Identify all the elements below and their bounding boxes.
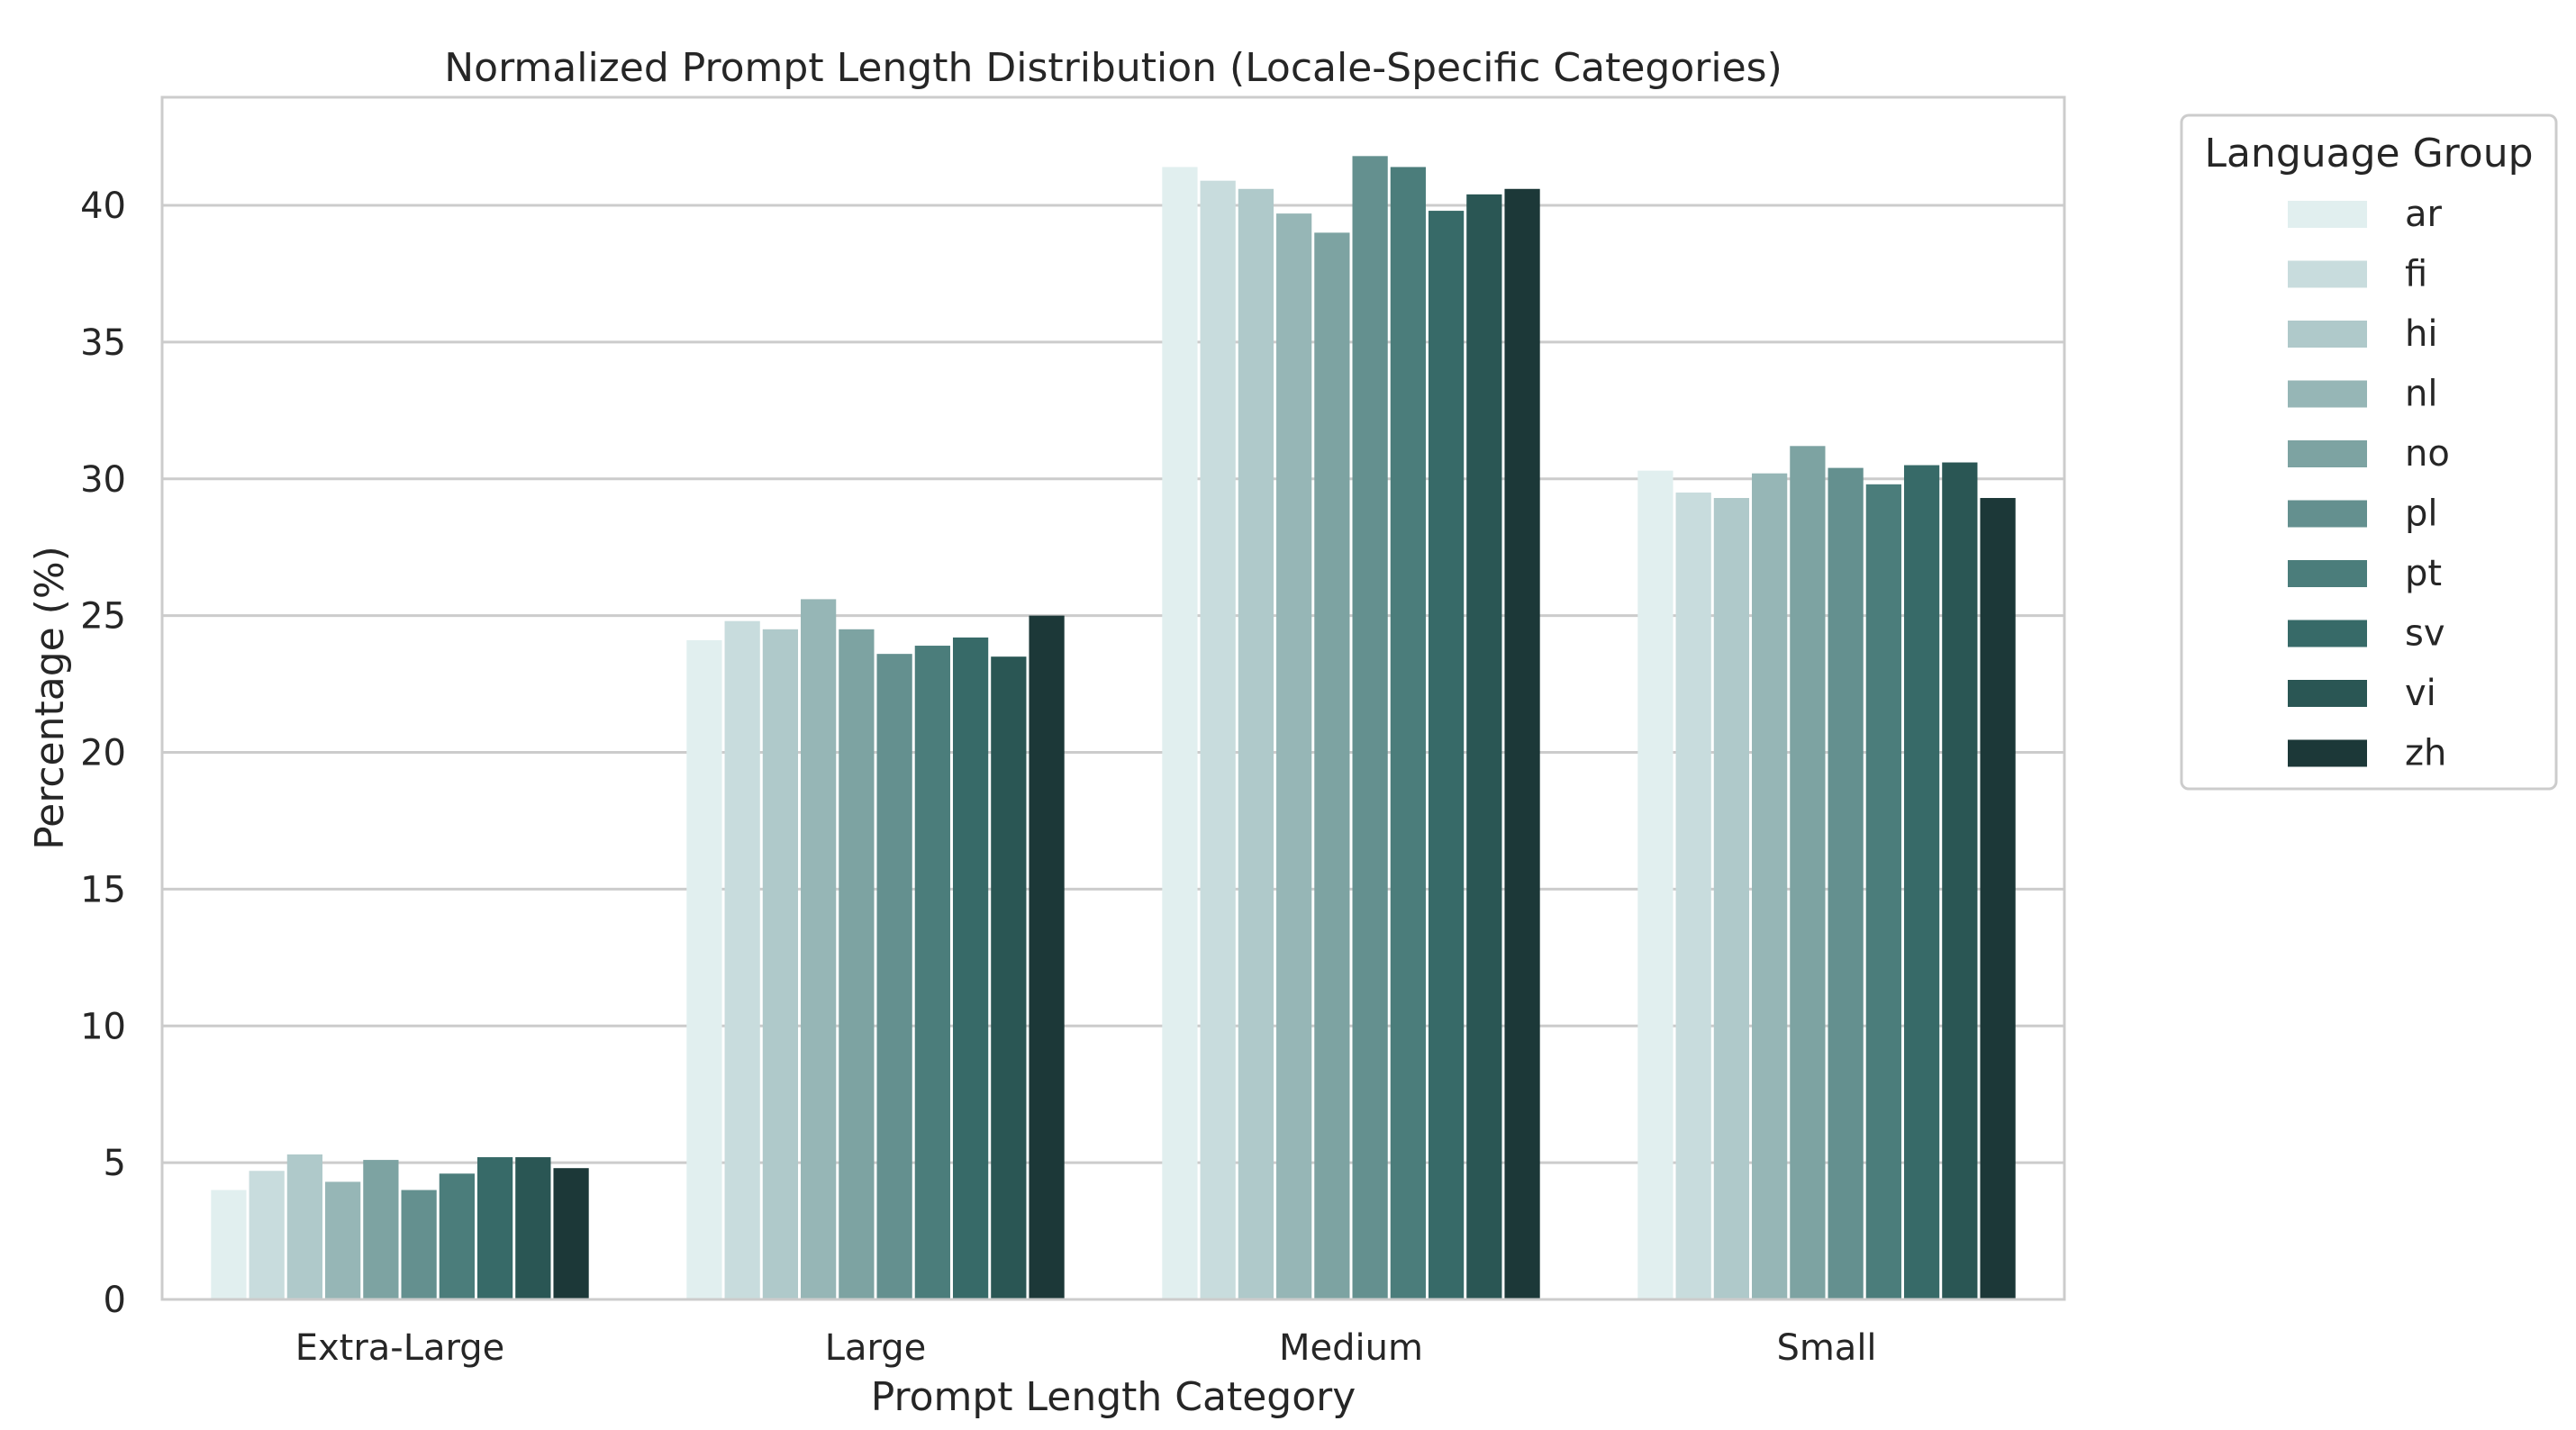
legend-swatch-nl <box>2288 380 2367 408</box>
bar-pt-extra-large <box>439 1173 475 1299</box>
bar-vi-small <box>1942 462 1978 1299</box>
chart-title: Normalized Prompt Length Distribution (L… <box>444 45 1782 91</box>
bar-vi-extra-large <box>515 1157 551 1299</box>
legend-swatch-vi <box>2288 680 2367 707</box>
bar-fi-medium <box>1200 180 1236 1300</box>
legend-swatch-pl <box>2288 500 2367 528</box>
bar-sv-medium <box>1428 211 1465 1300</box>
bar-zh-extra-large <box>553 1168 589 1299</box>
x-tick-label: Extra-Large <box>295 1327 505 1369</box>
legend-label-hi: hi <box>2405 313 2437 355</box>
legend-label-pl: pl <box>2405 493 2438 535</box>
bar-hi-small <box>1713 498 1750 1299</box>
legend-label-ar: ar <box>2405 194 2443 235</box>
legend: Language Group ar fi hi nl no pl pt sv vi zh <box>2180 113 2558 791</box>
bar-pl-medium <box>1352 156 1388 1300</box>
bar-pl-small <box>1828 467 1864 1299</box>
x-tick-labels: Extra-Large Large Medium Small <box>295 1327 1877 1369</box>
bar-ar-extra-large <box>211 1190 247 1299</box>
legend-swatch-zh <box>2288 739 2367 767</box>
bar-nl-small <box>1752 473 1788 1299</box>
bar-no-small <box>1790 446 1826 1299</box>
bar-ar-large <box>686 639 722 1299</box>
legend-title: Language Group <box>2204 131 2533 176</box>
legend-label-zh: zh <box>2405 733 2446 774</box>
x-tick-label: Medium <box>1279 1327 1423 1369</box>
legend-frame <box>2180 113 2558 791</box>
bar-pt-medium <box>1390 167 1426 1300</box>
y-axis-label: Percentage (%) <box>27 546 73 850</box>
legend-label-vi: vi <box>2405 673 2436 714</box>
bar-pl-large <box>876 654 912 1299</box>
legend-swatch-fi <box>2288 260 2367 288</box>
legend-label-nl: nl <box>2405 374 2437 415</box>
y-tick-label: 20 <box>80 733 126 774</box>
legend-label-pt: pt <box>2405 553 2442 594</box>
y-tick-label: 40 <box>80 186 126 227</box>
bar-pt-small <box>1865 484 1901 1299</box>
bar-zh-medium <box>1504 188 1540 1299</box>
legend-label-no: no <box>2405 433 2450 475</box>
bar-zh-large <box>1029 615 1065 1299</box>
bar-pt-large <box>914 646 950 1299</box>
legend-label-sv: sv <box>2405 613 2445 655</box>
bar-nl-medium <box>1276 213 1312 1299</box>
bar-no-large <box>839 629 875 1299</box>
y-tick-label: 30 <box>80 459 126 501</box>
bar-sv-small <box>1903 465 1940 1299</box>
bar-ar-medium <box>1162 167 1198 1300</box>
x-axis-label: Prompt Length Category <box>871 1374 1356 1420</box>
y-tick-label: 15 <box>80 869 126 910</box>
bar-ar-small <box>1637 470 1673 1299</box>
bar-pl-extra-large <box>401 1190 437 1299</box>
bar-fi-large <box>724 620 760 1299</box>
y-tick-label: 35 <box>80 322 126 364</box>
legend-swatch-hi <box>2288 321 2367 348</box>
bar-vi-medium <box>1466 194 1502 1300</box>
legend-swatch-sv <box>2288 620 2367 647</box>
y-tick-labels: 0 5 10 15 20 25 30 35 40 <box>80 186 126 1321</box>
y-tick-label: 25 <box>80 596 126 638</box>
bar-fi-extra-large <box>249 1171 285 1299</box>
bar-fi-small <box>1675 492 1711 1299</box>
bar-hi-extra-large <box>286 1154 323 1299</box>
bar-sv-large <box>952 637 989 1299</box>
y-tick-label: 10 <box>80 1006 126 1047</box>
legend-swatch-pt <box>2288 560 2367 587</box>
legend-items: ar fi hi nl no pl pt sv vi zh <box>2288 194 2450 774</box>
bar-hi-medium <box>1238 188 1274 1299</box>
legend-swatch-ar <box>2288 201 2367 228</box>
x-tick-label: Small <box>1776 1327 1876 1369</box>
bar-sv-extra-large <box>476 1157 513 1299</box>
y-tick-label: 5 <box>104 1143 126 1184</box>
legend-label-fi: fi <box>2405 254 2427 295</box>
bar-nl-extra-large <box>325 1181 361 1299</box>
bar-no-medium <box>1314 232 1350 1299</box>
bar-zh-small <box>1980 498 2016 1299</box>
bar-nl-large <box>801 599 837 1299</box>
bar-hi-large <box>762 629 799 1299</box>
x-tick-label: Large <box>825 1327 927 1369</box>
bar-no-extra-large <box>363 1160 399 1299</box>
plot-frame <box>160 95 2066 1301</box>
bar-vi-large <box>991 656 1027 1299</box>
legend-swatch-no <box>2288 440 2367 467</box>
bars-group <box>211 156 2016 1300</box>
y-tick-label: 0 <box>104 1280 126 1321</box>
